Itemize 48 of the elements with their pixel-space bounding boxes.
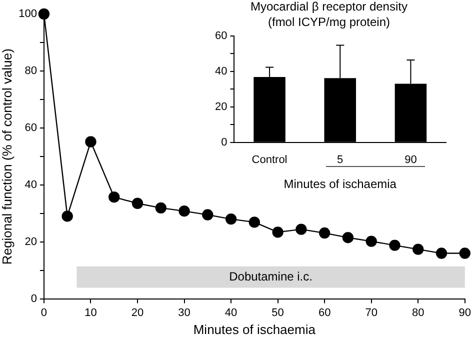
chart-subtitle: (fmol ICYP/mg protein) <box>268 14 390 29</box>
y-tick-label: 40 <box>214 65 228 78</box>
x-tick-label: 10 <box>84 306 97 319</box>
y-tick-label: 60 <box>214 30 228 42</box>
point <box>342 232 354 244</box>
y-tick-label: 40 <box>24 179 37 192</box>
y-tick-label: 20 <box>24 236 37 248</box>
y-tick-label: 0 <box>30 293 37 306</box>
point <box>38 8 50 20</box>
point <box>85 136 96 148</box>
x-tick-label: 60 <box>318 306 331 319</box>
y-tick-label: 0 <box>221 136 228 148</box>
band-label: Dobutamine i.c. <box>229 269 312 284</box>
point <box>248 216 260 228</box>
point <box>296 224 307 235</box>
x-tick-label: 0 <box>40 306 48 319</box>
y-tick-label: 80 <box>24 65 37 78</box>
y-tick-label: 60 <box>24 122 37 134</box>
x-tick-label: 30 <box>178 306 190 319</box>
x-axis-title: Minutes of ischaemia <box>193 322 316 337</box>
x-tick-label: 90 <box>404 154 417 166</box>
x-tick-label: Control <box>252 154 288 166</box>
point <box>318 227 330 239</box>
point <box>459 248 470 259</box>
point <box>108 192 120 203</box>
chart-title: Myocardial β receptor density <box>250 0 408 14</box>
point <box>225 213 237 225</box>
y-tick-label: 100 <box>18 8 37 20</box>
x-tick-label: 70 <box>365 306 378 319</box>
point <box>436 248 448 259</box>
point <box>412 244 424 255</box>
point <box>272 226 284 238</box>
point <box>155 202 166 214</box>
x-tick-label: 20 <box>131 306 144 319</box>
point <box>178 205 190 217</box>
x-tick-label: 5 <box>337 154 344 166</box>
point <box>389 240 400 251</box>
x-tick-label: 50 <box>272 306 284 319</box>
x-tick-label: 90 <box>458 306 472 319</box>
x-axis-title: Minutes of ischaemia <box>284 177 397 192</box>
y-axis-title: Regional function (% of control value) <box>0 48 14 265</box>
x-tick-label: 80 <box>412 306 424 319</box>
x-tick-label: 40 <box>224 306 238 319</box>
point <box>132 198 144 209</box>
point <box>62 210 73 222</box>
point <box>202 209 214 220</box>
y-tick-label: 20 <box>214 100 228 113</box>
point <box>366 236 377 247</box>
